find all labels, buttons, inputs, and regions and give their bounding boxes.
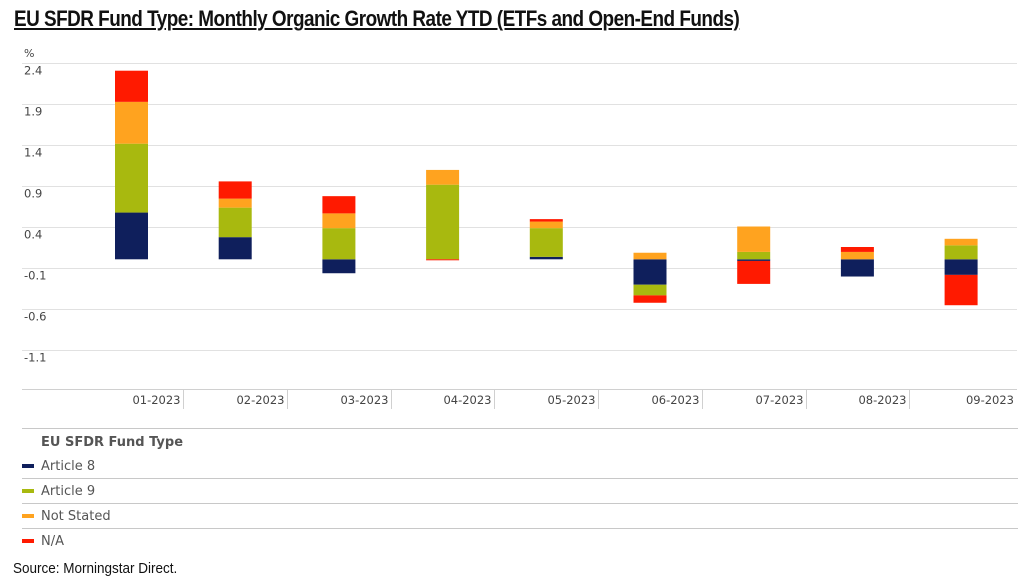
bar-segment-article-8 (218, 237, 252, 260)
bar-segment-article-9 (529, 228, 563, 257)
bar-segment-not-stated (115, 101, 148, 144)
y-tick-label: 0.9 (24, 187, 42, 201)
bar-segment-article-8 (529, 256, 563, 260)
source-note: Source: Morningstar Direct. (13, 560, 178, 577)
bar-segment-article-8 (322, 259, 356, 274)
bar-segment-not-stated (944, 238, 978, 246)
bar-segment-not-stated (529, 221, 563, 229)
bar-segment-not-stated (840, 251, 874, 260)
x-tick-label: 07-2023 (755, 393, 803, 407)
bar-segment-n-a (944, 274, 978, 306)
legend-title: EU SFDR Fund Type (22, 428, 1018, 454)
y-tick-label: 0.4 (24, 228, 42, 242)
y-axis-unit-label: % (24, 47, 34, 60)
legend-swatch (22, 464, 34, 468)
bar-stack (737, 226, 771, 284)
bar-stack (633, 252, 667, 303)
bar-segment-article-9 (322, 228, 356, 260)
bar-stack (426, 169, 460, 261)
legend-label: Article 8 (41, 458, 96, 474)
legend-label: N/A (41, 533, 64, 549)
bar-segment-not-stated (218, 198, 252, 208)
bar-segment-n-a (840, 247, 874, 252)
bar-segment-n-a (426, 259, 460, 261)
gridlines (22, 63, 1017, 390)
bar-segment-n-a (633, 295, 667, 303)
legend-swatch (22, 514, 34, 518)
bar-segment-not-stated (426, 169, 460, 185)
bar-segment-article-9 (944, 245, 978, 260)
x-tick-label: 03-2023 (340, 393, 388, 407)
bar-segment-n-a (115, 70, 148, 102)
y-tick-label: 1.4 (24, 146, 42, 160)
bar-segment-not-stated (322, 213, 356, 229)
bar-segment-n-a (218, 181, 252, 199)
bar-segment-article-9 (218, 207, 252, 238)
x-tick-label: 09-2023 (966, 393, 1014, 407)
legend: EU SFDR Fund Type Article 8 Article 9 Not … (22, 428, 1018, 553)
x-tick-label: 08-2023 (858, 393, 906, 407)
legend-item: Not Stated (22, 504, 1018, 529)
legend-swatch (22, 489, 34, 493)
x-axis-ticks: 01-2023 02-2023 03-2023 04-2023 05-2023 06-20… (132, 389, 1014, 409)
bar-segment-article-8 (737, 259, 771, 261)
bar-stack (529, 219, 563, 260)
y-tick-label: 2.4 (24, 64, 42, 78)
y-tick-label: -1.1 (24, 351, 46, 365)
bar-segment-article-8 (633, 259, 667, 285)
legend-label: Article 9 (41, 483, 96, 499)
bar-segment-article-9 (426, 184, 460, 260)
bar-segment-article-8 (115, 212, 148, 260)
bar-stack (115, 70, 148, 260)
bar-segment-article-9 (633, 284, 667, 296)
bar-segment-article-8 (840, 259, 874, 277)
x-tick-label: 05-2023 (547, 393, 595, 407)
bar-segment-not-stated (633, 252, 667, 260)
y-tick-label: -0.6 (24, 310, 46, 324)
chart-title: EU SFDR Fund Type: Monthly Organic Growt… (14, 6, 740, 31)
bar-segment-n-a (529, 219, 563, 222)
x-tick-label: 06-2023 (651, 393, 699, 407)
x-tick-label: 02-2023 (236, 393, 284, 407)
stacked-bar-chart: % 2.4 1.9 1.4 0.9 0.4 -0.1 -0.6 -1.1 01-2023 02-… (22, 47, 1017, 409)
x-tick-label: 04-2023 (443, 393, 491, 407)
bar-stack (322, 196, 356, 274)
bar-segment-article-9 (737, 251, 771, 260)
bar-stack (840, 247, 874, 277)
y-tick-label: 1.9 (24, 105, 42, 119)
bar-stack (944, 238, 978, 306)
y-axis-ticks: 2.4 1.9 1.4 0.9 0.4 -0.1 -0.6 -1.1 (24, 64, 46, 365)
legend-item: Article 9 (22, 479, 1018, 504)
bar-stack (218, 181, 252, 260)
bar-segment-n-a (737, 260, 771, 284)
bar-segment-n-a (322, 196, 356, 214)
y-tick-label: -0.1 (24, 269, 46, 283)
legend-items: Article 8 Article 9 Not Stated N/A (22, 454, 1018, 553)
legend-item: N/A (22, 529, 1018, 553)
bars (115, 70, 978, 306)
bar-segment-article-9 (115, 143, 148, 213)
bar-segment-not-stated (737, 226, 771, 252)
legend-label: Not Stated (41, 508, 111, 524)
bar-segment-article-8 (944, 259, 978, 275)
x-tick-label: 01-2023 (132, 393, 180, 407)
legend-item: Article 8 (22, 454, 1018, 479)
legend-swatch (22, 539, 34, 543)
